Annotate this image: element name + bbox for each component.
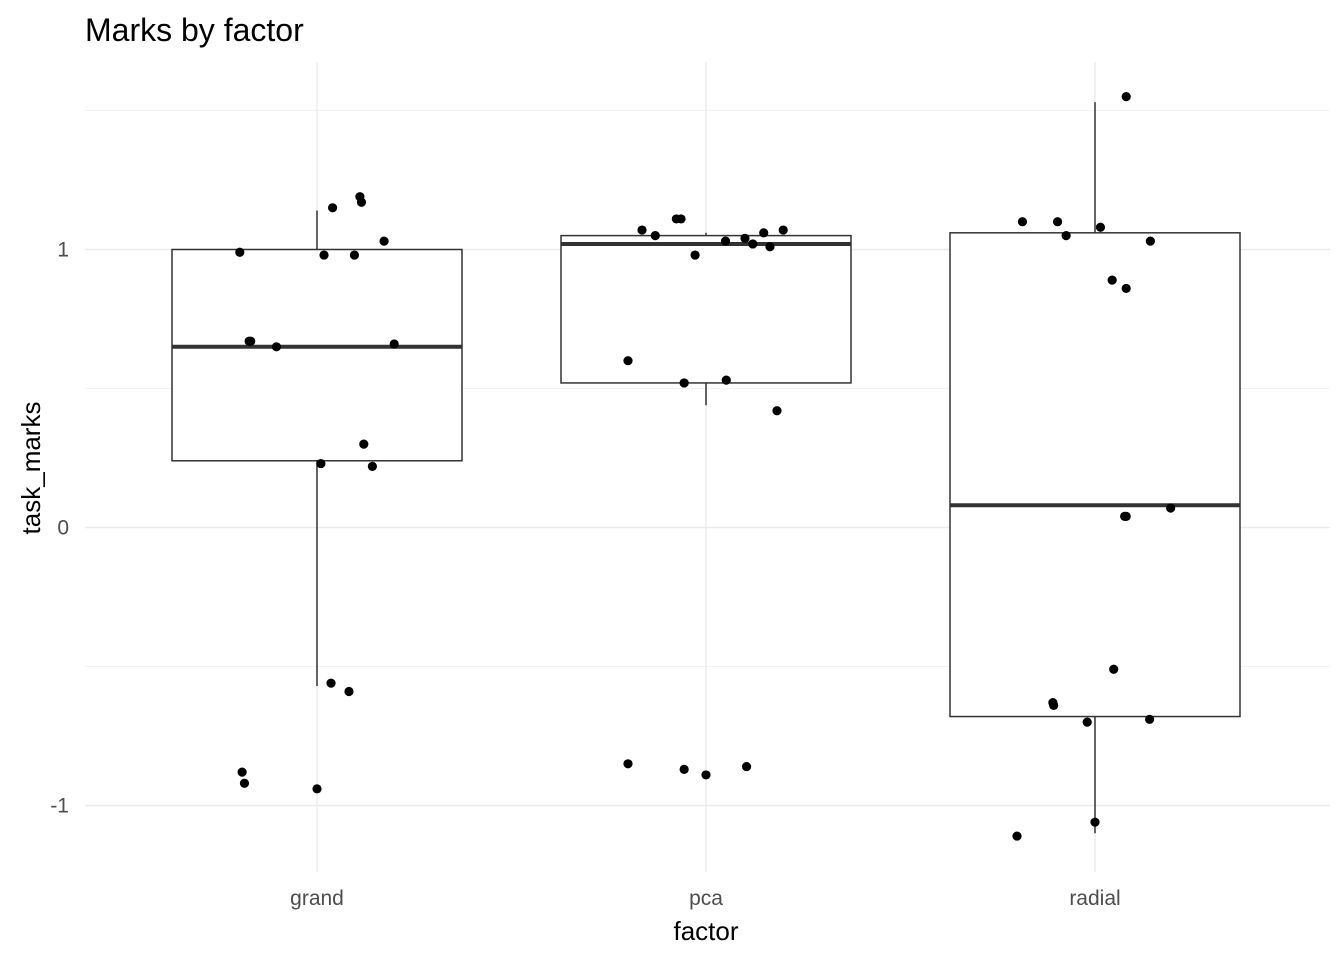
data-point	[1121, 511, 1131, 521]
data-point	[239, 778, 250, 788]
data-point	[344, 686, 354, 697]
data-point	[623, 356, 633, 366]
data-point	[1052, 217, 1063, 227]
box-body	[560, 234, 852, 384]
data-point	[316, 458, 326, 469]
data-point	[1145, 714, 1155, 724]
data-point	[328, 203, 338, 213]
data-point	[701, 770, 711, 780]
data-point	[1121, 283, 1131, 294]
x-tick-label: pca	[689, 887, 723, 910]
data-point	[748, 239, 758, 249]
data-point	[1121, 92, 1131, 102]
data-point	[778, 225, 788, 235]
data-point	[1095, 222, 1106, 232]
jitter-points	[235, 92, 1176, 841]
x-tick-label: grand	[290, 887, 344, 910]
data-point	[765, 242, 775, 252]
y-tick-label: -1	[50, 795, 69, 818]
y-axis-title: task_marks	[16, 402, 46, 535]
data-point	[1090, 817, 1100, 827]
box-body	[171, 248, 463, 462]
data-point	[235, 247, 245, 257]
data-point	[356, 197, 367, 207]
y-tick-label: 1	[57, 239, 69, 262]
data-point	[246, 336, 256, 346]
data-point	[650, 231, 660, 241]
data-point	[690, 250, 700, 260]
data-point	[1145, 236, 1155, 246]
chart-title: Marks by factor	[85, 12, 304, 48]
data-point	[367, 461, 377, 471]
y-tick-label: 0	[57, 517, 69, 540]
data-point	[1049, 700, 1059, 711]
data-point	[359, 439, 369, 449]
data-point	[720, 236, 731, 246]
data-point	[312, 784, 322, 794]
data-point	[741, 761, 752, 772]
box-radial	[949, 102, 1241, 834]
data-point	[271, 342, 282, 352]
data-point	[740, 233, 750, 243]
box-pca	[560, 232, 852, 406]
boxplot-boxes	[171, 102, 1241, 834]
data-point	[389, 339, 399, 349]
x-tick-label: radial	[1069, 887, 1120, 910]
data-point	[1107, 275, 1117, 285]
data-point	[679, 378, 689, 388]
data-point	[379, 236, 389, 246]
data-point	[679, 764, 689, 774]
data-point	[676, 214, 686, 224]
data-point	[1017, 217, 1028, 227]
data-point	[637, 225, 647, 235]
data-point	[1166, 503, 1176, 513]
data-point	[1012, 831, 1022, 841]
data-point	[319, 250, 329, 260]
data-point	[772, 406, 782, 416]
data-point	[237, 767, 247, 777]
data-point	[721, 375, 731, 385]
box-grand	[171, 210, 463, 686]
y-axis-ticks: -1 0 1	[50, 239, 69, 818]
box-body	[949, 232, 1241, 718]
data-point	[1061, 231, 1071, 241]
x-axis-title: factor	[673, 916, 738, 946]
data-point	[1082, 717, 1092, 727]
data-point	[759, 228, 769, 238]
x-axis-ticks: grand pca radial	[290, 887, 1121, 910]
data-point	[349, 250, 360, 260]
data-point	[623, 759, 633, 769]
data-point	[1109, 664, 1119, 674]
data-point	[326, 678, 336, 688]
